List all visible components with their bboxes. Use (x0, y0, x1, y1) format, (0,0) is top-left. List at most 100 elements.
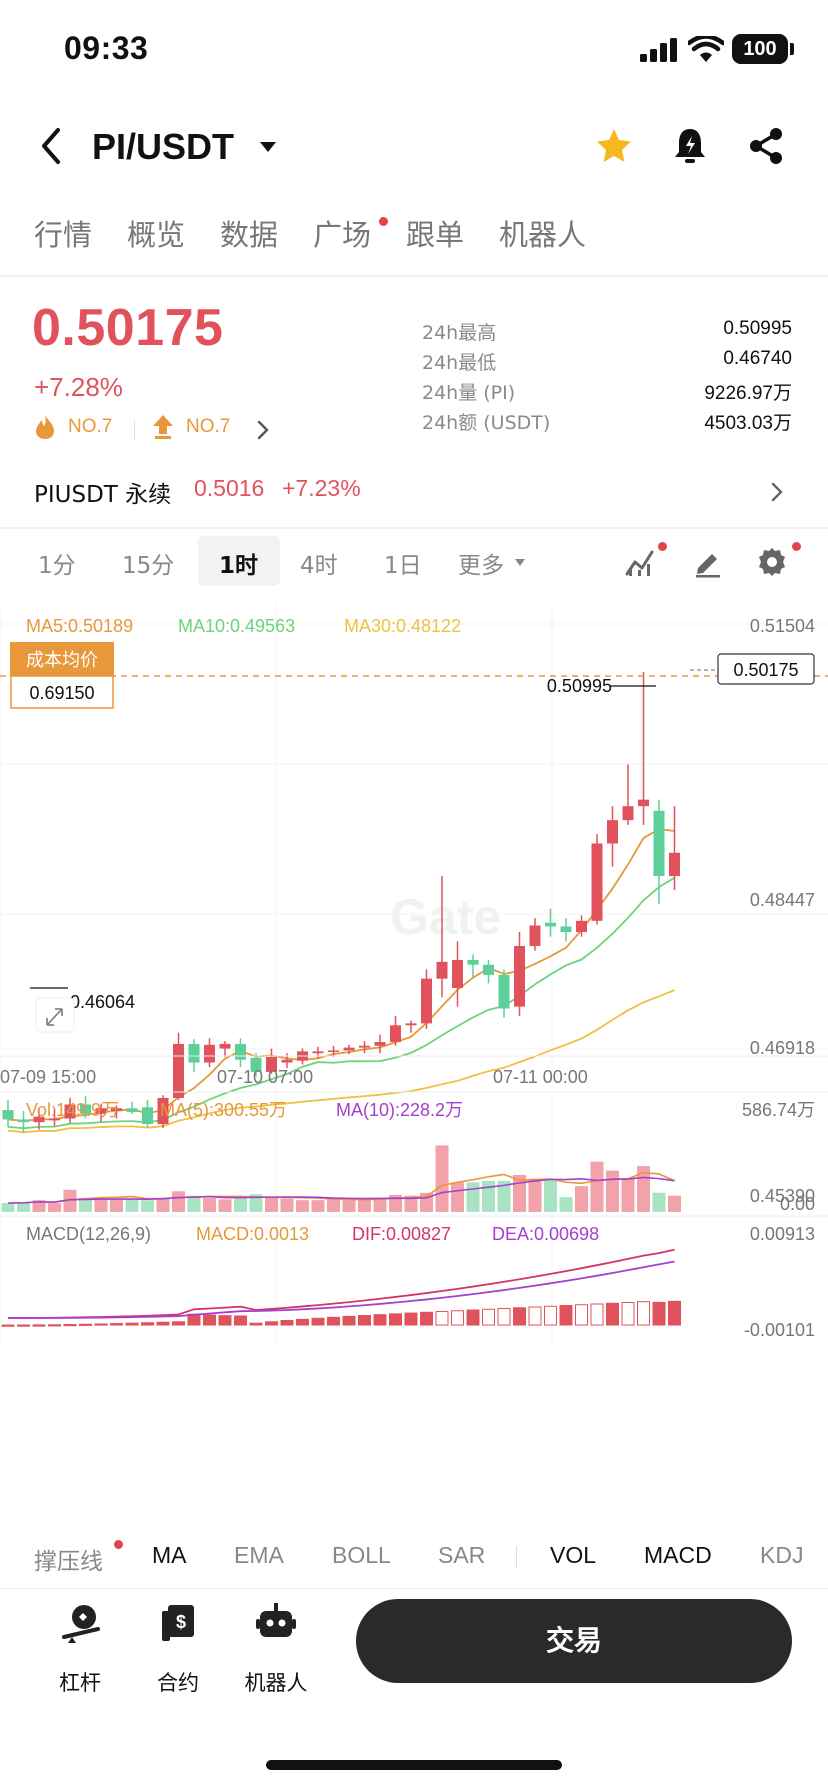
candle-body (390, 1025, 401, 1043)
last-price: 0.50175 (32, 299, 224, 357)
macd-bar (528, 1306, 542, 1326)
last-price-tag-box (717, 653, 815, 685)
interval-more[interactable]: 更多 (458, 553, 504, 579)
tab-market[interactable]: 行情 (34, 218, 93, 252)
ma10-line (7, 876, 675, 1130)
interval-1d[interactable]: 1日 (384, 553, 422, 579)
ma30-line (7, 989, 675, 1134)
macd-bar (590, 1303, 604, 1326)
tab-overview[interactable]: 概览 (127, 218, 186, 252)
expand-icon[interactable] (35, 997, 75, 1033)
macd-bar (358, 1315, 371, 1326)
macd-bar (451, 1310, 464, 1326)
star-icon[interactable] (594, 126, 634, 166)
candle (498, 969, 510, 1018)
perpetual-row[interactable]: PIUSDT 永续 0.5016 +7.23% (0, 465, 828, 515)
candle (18, 1111, 29, 1133)
macd-bar (435, 1311, 449, 1326)
candle-body (560, 926, 572, 933)
volume-bar (249, 1194, 263, 1212)
volume-bar (311, 1200, 325, 1212)
macd-bar (234, 1315, 247, 1326)
macd-bar (482, 1308, 495, 1326)
last-price-tag: 0.50175 (733, 660, 798, 680)
volume-bar (482, 1180, 495, 1212)
caret-down-icon[interactable] (258, 140, 278, 154)
ind-tab-ma[interactable]: MA (152, 1542, 187, 1568)
candle-body (188, 1043, 200, 1063)
volume-bar (156, 1197, 170, 1212)
macd-bar (420, 1311, 433, 1326)
ind-tab-sar[interactable]: SAR (438, 1542, 486, 1568)
wifi-icon (688, 36, 724, 62)
candle-body (18, 1119, 29, 1123)
y-tick-2: 0.48447 (750, 890, 815, 910)
ind-tab-ema[interactable]: EMA (234, 1542, 284, 1568)
candle (142, 1099, 153, 1128)
candle (483, 959, 494, 984)
interval-1m[interactable]: 1分 (38, 553, 76, 579)
change-percent: +7.28% (34, 372, 123, 402)
candle-body (591, 843, 603, 921)
ind-tab-boll[interactable]: BOLL (332, 1542, 391, 1568)
candle (374, 1034, 386, 1054)
x-tick-2: 07-10 07:00 (217, 1067, 313, 1087)
draw-pencil-icon[interactable] (692, 546, 724, 578)
candle-body (653, 810, 665, 877)
y-tick-3: 0.46918 (750, 1038, 815, 1058)
macd-bar (63, 1324, 77, 1327)
tab-copy-trade[interactable]: 跟单 (406, 218, 465, 252)
header: PI/USDT (0, 108, 828, 188)
contract-label: 合约 (157, 1671, 199, 1695)
ind-tab-vol[interactable]: VOL (550, 1542, 597, 1568)
volume-bar (63, 1189, 77, 1212)
candle-body (64, 1104, 76, 1119)
volume-bar (187, 1195, 201, 1212)
volume-bar (1, 1203, 15, 1212)
ma10-line (7, 876, 675, 1130)
candle-body (467, 959, 479, 965)
trade-button[interactable]: 交易 (356, 1599, 792, 1683)
leverage-label: 杠杆 (59, 1671, 101, 1695)
ma5-legend: MA5:0.50189 (26, 616, 133, 636)
ind-tab-support[interactable]: 撑压线 (34, 1548, 103, 1574)
volume-bar (358, 1199, 371, 1212)
ind-tab-macd[interactable]: MACD (644, 1542, 712, 1568)
candle (157, 1095, 169, 1128)
candle-body (312, 1051, 324, 1054)
rank-row[interactable]: NO.7 NO.7 (34, 414, 294, 448)
rank-separator (134, 420, 135, 440)
candle-body (126, 1108, 138, 1112)
candle-body (638, 799, 649, 807)
candle (80, 1096, 91, 1119)
bell-alert-icon[interactable] (672, 126, 708, 166)
tab-data[interactable]: 数据 (220, 218, 279, 252)
interval-4h[interactable]: 4时 (300, 553, 338, 579)
candle-body (452, 959, 463, 988)
share-icon[interactable] (748, 126, 784, 166)
tab-square[interactable]: 广场 (313, 218, 372, 252)
kline-chart[interactable]: Gate MA5:0.50189 MA10:0.49563 MA30:0.481… (0, 604, 828, 1524)
candle (576, 915, 587, 937)
candle (126, 1101, 138, 1114)
tab-bots[interactable]: 机器人 (499, 218, 587, 252)
stat-label-volume: 24h量 (PI) (422, 382, 516, 404)
pair-title[interactable]: PI/USDT (92, 126, 235, 167)
interval-1h[interactable]: 1时 (219, 553, 259, 579)
settings-gear-icon[interactable] (756, 546, 788, 578)
indicator-chart-icon[interactable] (624, 546, 660, 578)
candle (622, 764, 634, 825)
fire-icon (36, 415, 54, 439)
vol-y-top: 586.74万 (742, 1100, 815, 1120)
stat-label-turnover: 24h额 (USDT) (422, 412, 551, 434)
volume-bar (32, 1200, 46, 1212)
stat-label-low: 24h最低 (422, 352, 497, 374)
interval-15m[interactable]: 15分 (122, 553, 175, 579)
back-arrow-icon[interactable] (32, 126, 72, 166)
candle (49, 1108, 60, 1126)
caret-down-icon[interactable] (514, 558, 526, 567)
hot-rank: NO.7 (68, 416, 113, 437)
perp-price: 0.5016 (194, 475, 265, 501)
ind-tab-kdj[interactable]: KDJ (760, 1542, 804, 1568)
candle-body (142, 1107, 153, 1125)
